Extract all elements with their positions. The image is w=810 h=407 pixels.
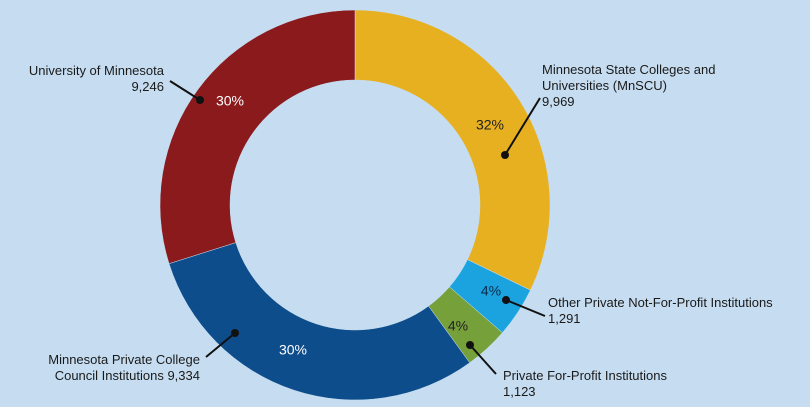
leader-line	[505, 299, 546, 317]
leader-line	[469, 344, 497, 375]
leader-line	[205, 332, 236, 358]
leader-dot	[501, 151, 509, 159]
percent-label: 4%	[448, 318, 468, 334]
donut-segment	[168, 242, 471, 401]
category-label: Private For-Profit Institutions 1,123	[503, 368, 733, 400]
donut-segment	[159, 9, 356, 264]
category-name: Private For-Profit Institutions	[503, 368, 667, 383]
category-label: Minnesota State Colleges and Universitie…	[542, 62, 772, 110]
value-label: 1,291	[548, 311, 581, 326]
value-label: 1,123	[503, 384, 536, 399]
category-name: Minnesota Private College Council Instit…	[48, 352, 200, 383]
leader-dot	[466, 341, 474, 349]
leader-dot	[502, 296, 510, 304]
category-name: Minnesota State Colleges and Universitie…	[542, 62, 716, 93]
percent-label: 30%	[279, 342, 307, 358]
value-label: 9,969	[542, 94, 575, 109]
leader-line	[169, 80, 201, 101]
category-label: Minnesota Private College Council Instit…	[10, 352, 200, 384]
leader-dot	[196, 96, 204, 104]
percent-label: 4%	[481, 283, 501, 299]
percent-label: 30%	[216, 93, 244, 109]
percent-label: 32%	[476, 117, 504, 133]
category-label: University of Minnesota 9,246	[0, 63, 164, 95]
category-name: Other Private Not-For-Profit Institution…	[548, 295, 773, 310]
leader-line	[504, 97, 541, 156]
donut-segment	[354, 9, 551, 291]
value-label: 9,334	[167, 368, 200, 383]
leader-dot	[231, 329, 239, 337]
category-name: University of Minnesota	[28, 63, 164, 78]
value-label: 9,246	[131, 79, 164, 94]
category-label: Other Private Not-For-Profit Institution…	[548, 295, 808, 327]
